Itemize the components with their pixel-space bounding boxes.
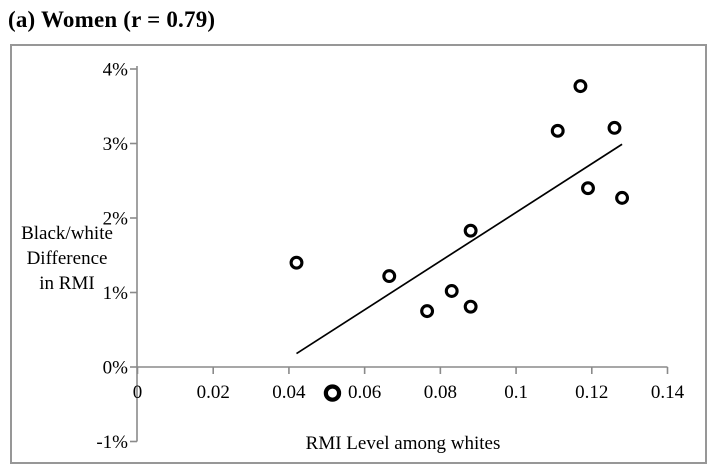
y-axis-title-line: in RMI <box>39 273 95 294</box>
chart-title: (a) Women (r = 0.79) <box>8 7 216 32</box>
x-axis-title: RMI Level among whites <box>305 433 501 454</box>
y-axis-title-line: Difference <box>26 248 108 269</box>
y-axis-title: Black/white Difference in RMI <box>12 221 122 296</box>
y-axis-title-line: Black/white <box>21 223 113 244</box>
